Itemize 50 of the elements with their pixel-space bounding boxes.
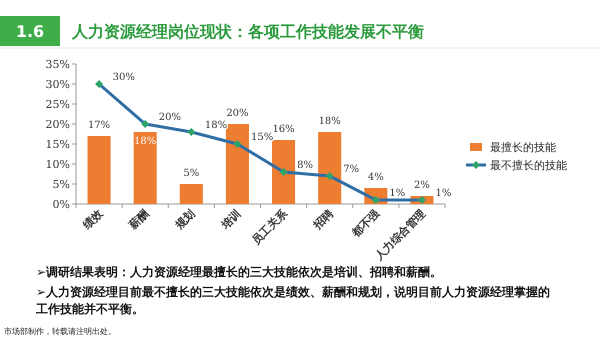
y-tick-label: 15% <box>46 138 70 151</box>
point <box>233 140 242 148</box>
point <box>95 80 104 88</box>
point <box>418 196 426 204</box>
legend-label: 最擅长的技能 <box>490 141 556 154</box>
x-tick-label: 规划 <box>172 206 198 232</box>
data-label: 30% <box>112 72 135 83</box>
data-label: 18% <box>134 136 156 147</box>
data-label: 20% <box>226 108 249 119</box>
point <box>187 128 196 136</box>
point <box>326 172 334 180</box>
data-label: 20% <box>158 112 181 123</box>
y-tick-label: 35% <box>46 58 70 71</box>
data-label: 8% <box>297 160 313 171</box>
data-label: 16% <box>272 124 295 135</box>
chart-title: 人力资源经理岗位现状：各项工作技能发展不平衡 <box>71 22 424 41</box>
x-tick-label: 招聘 <box>310 206 336 232</box>
data-label: 18% <box>318 116 341 127</box>
data-label: 4% <box>368 172 384 183</box>
x-tick-label: 员工关系 <box>249 206 290 248</box>
text: 市场部制作，转载请注明出处。 <box>4 327 116 336</box>
x-tick-label: 绩效 <box>80 206 106 232</box>
text: ➢人力资源经理目前最不擅长的三大技能依次是绩效、薪酬和规划，说明目前人力资源经理掌握的工作技能并不平衡。 <box>35 285 550 316</box>
bar <box>318 132 342 204</box>
x-tick-label: 都不强 <box>348 206 383 240</box>
data-label: 1% <box>435 188 452 199</box>
bar <box>134 132 157 204</box>
y-tick-label: 30% <box>46 78 70 91</box>
data-label: 17% <box>88 120 110 131</box>
data-label: 15% <box>250 132 274 143</box>
x-tick-label: 培训 <box>218 206 244 232</box>
bar <box>180 184 203 204</box>
data-label: 7% <box>343 164 360 175</box>
point <box>280 168 288 176</box>
text: 1.6 <box>16 22 44 41</box>
legend-label: 最不擅长的技能 <box>490 159 567 172</box>
y-tick-label: 5% <box>52 178 70 191</box>
data-label: 5% <box>183 168 200 179</box>
point <box>141 120 150 128</box>
y-tick-label: 20% <box>46 118 70 131</box>
bar <box>88 136 111 204</box>
y-tick-label: 10% <box>46 158 70 171</box>
x-tick-label: 薪酬 <box>126 206 152 232</box>
bar <box>272 140 296 204</box>
data-label: 1% <box>389 188 406 199</box>
bar <box>226 124 249 204</box>
text: ➢调研结果表明：人力资源经理最擅长的三大技能依次是培训、招聘和薪酬。 <box>36 265 442 279</box>
data-label: 2% <box>414 180 430 191</box>
y-tick-label: 0% <box>52 198 70 211</box>
y-tick-label: 25% <box>46 98 70 111</box>
